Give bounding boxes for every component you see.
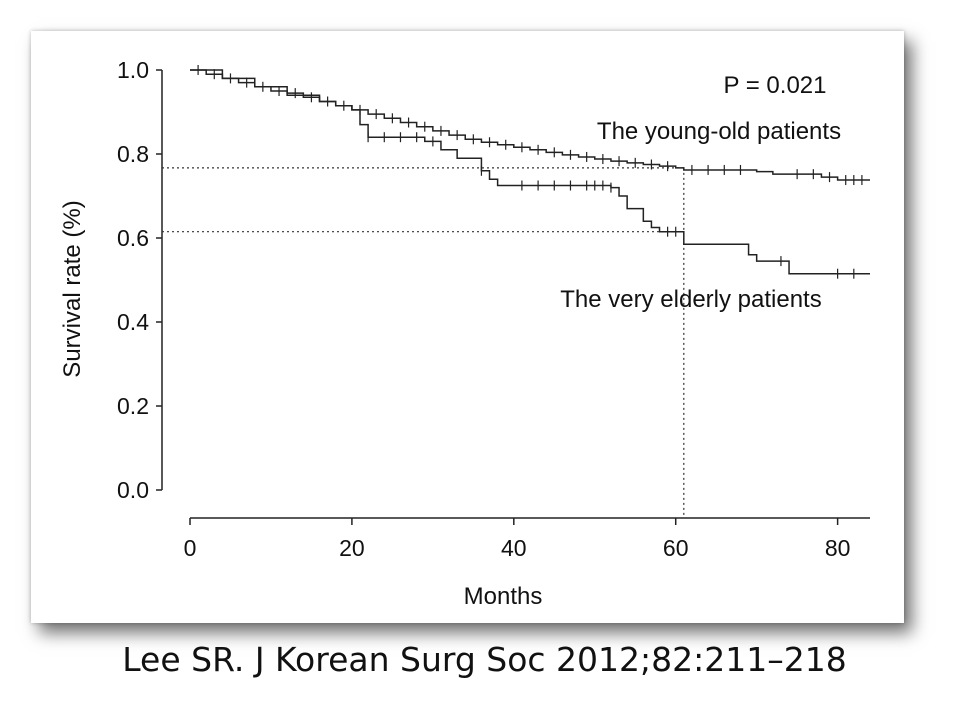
survival-curves <box>190 69 870 275</box>
y-tick-label: 0.2 <box>117 393 149 419</box>
figure-card: 0.0 0.2 0.4 0.6 0.8 1.0 0 20 40 60 80 P = 0.021 Th… <box>31 31 904 623</box>
series-label-young-old: The young-old patients <box>597 118 841 145</box>
y-tick-label: 0.8 <box>117 141 149 167</box>
y-tick-label: 0.4 <box>117 309 149 335</box>
x-axis-label: Months <box>464 583 543 610</box>
survival-chart: 0.0 0.2 0.4 0.6 0.8 1.0 0 20 40 60 80 P = 0.021 Th… <box>59 57 870 610</box>
chart-ticks: 0.0 0.2 0.4 0.6 0.8 1.0 0 20 40 60 80 <box>117 57 850 561</box>
p-value-annotation: P = 0.021 <box>724 72 827 99</box>
x-tick-label: 0 <box>184 535 197 561</box>
y-axis-label: Survival rate (%) <box>59 200 86 377</box>
x-tick-label: 40 <box>501 535 527 561</box>
curve-very-elderly <box>190 69 870 275</box>
reference-lines <box>162 167 685 518</box>
y-tick-label: 0.6 <box>117 225 149 251</box>
x-tick-label: 20 <box>339 535 365 561</box>
source-citation: Lee SR. J Korean Surg Soc 2012;82:211–21… <box>122 640 847 679</box>
y-tick-label: 0.0 <box>117 477 149 503</box>
y-tick-label: 1.0 <box>117 57 149 83</box>
chart-axes <box>161 70 870 519</box>
x-tick-label: 60 <box>663 535 689 561</box>
censor-marks <box>197 65 863 279</box>
x-tick-label: 80 <box>825 535 851 561</box>
series-label-very-elderly: The very elderly patients <box>560 286 821 313</box>
